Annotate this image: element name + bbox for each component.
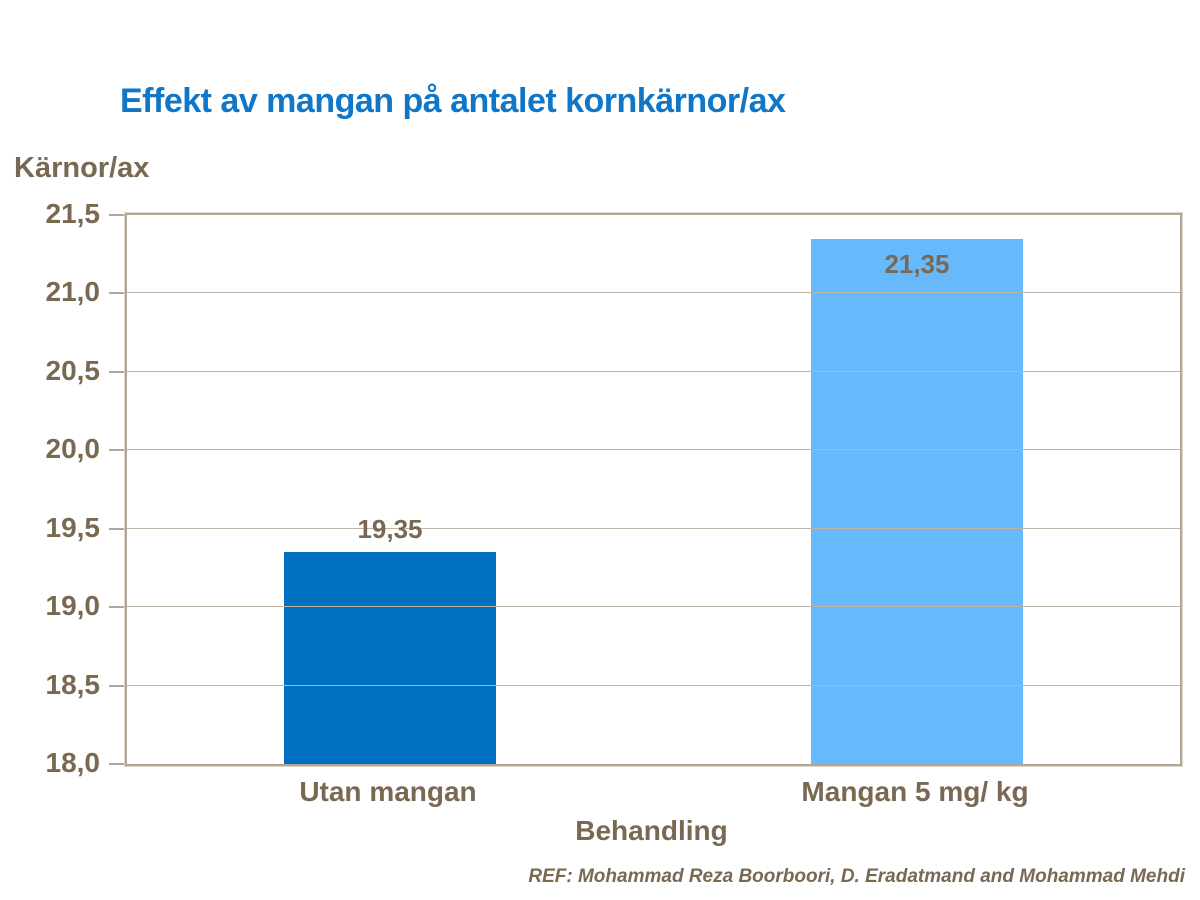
- y-tick-label: 19,5: [45, 512, 101, 543]
- gridline: [127, 371, 1180, 372]
- y-tick-mark: [109, 214, 124, 216]
- y-tick-mark: [109, 292, 124, 294]
- y-tick-label: 18,5: [45, 669, 101, 700]
- x-axis-title: Behandling: [575, 815, 728, 846]
- y-tick-label: 20,5: [45, 355, 101, 386]
- y-tick-mark: [109, 606, 124, 608]
- y-tick-mark: [109, 449, 124, 451]
- bar-mangan-5mg: [811, 239, 1023, 764]
- gridline: [127, 449, 1180, 450]
- chart-title: Effekt av mangan på antalet kornkärnor/a…: [120, 82, 786, 120]
- gridline: [127, 292, 1180, 293]
- y-tick-mark: [109, 371, 124, 373]
- y-tick-label: 18,0: [45, 747, 101, 778]
- y-tick-label: 19,0: [45, 590, 101, 621]
- y-tick-mark: [109, 763, 124, 765]
- y-tick-mark: [109, 528, 124, 530]
- y-tick-label: 21,0: [45, 276, 101, 307]
- y-tick-label: 20,0: [45, 433, 101, 464]
- gridline: [127, 685, 1180, 686]
- gridline: [127, 528, 1180, 529]
- reference-text: REF: Mohammad Reza Boorboori, D. Eradatm…: [528, 866, 1185, 887]
- plot-area: 19,35 21,35 21,5 21,0 20,5 20,0 19,5 19,0 18,5…: [46, 198, 1183, 778]
- y-tick-mark: [109, 685, 124, 687]
- value-label-mangan-5mg: 21,35: [884, 249, 950, 279]
- value-label-utan-mangan: 19,35: [357, 514, 423, 544]
- y-axis-title: Kärnor/ax: [14, 152, 150, 184]
- gridline: [127, 606, 1180, 607]
- y-tick-label: 21,5: [45, 198, 101, 229]
- x-category-utan-mangan: Utan mangan: [299, 776, 477, 807]
- x-category-mangan-5mg: Mangan 5 mg/ kg: [801, 776, 1029, 807]
- bar-utan-mangan: [284, 552, 496, 764]
